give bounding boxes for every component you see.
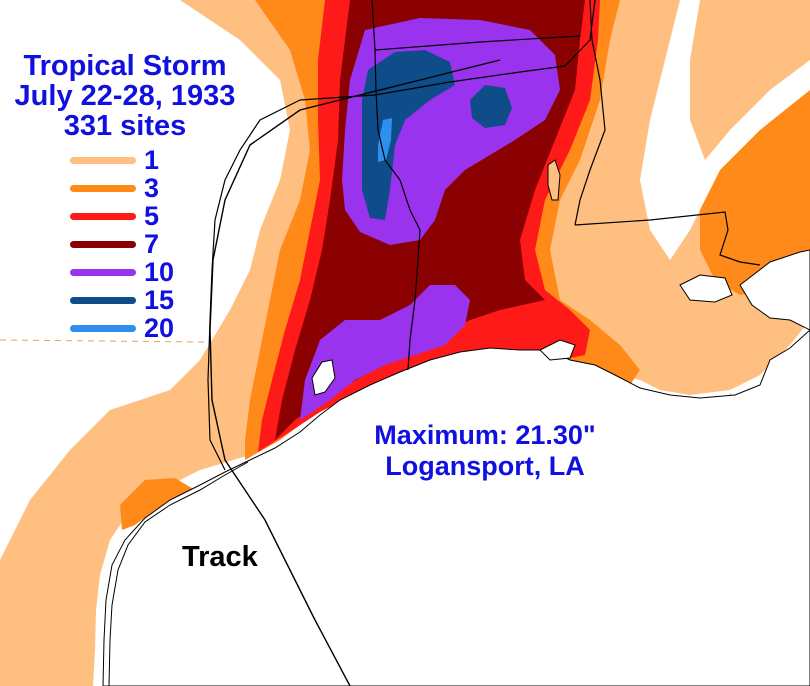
legend-label: 20 [144, 312, 175, 343]
contour-10-inch-south [300, 285, 470, 420]
contour-20-inch [378, 118, 392, 162]
legend-label: 3 [144, 172, 160, 203]
map-title-line-3: 331 sites [63, 110, 187, 142]
galveston-bay [311, 359, 336, 396]
contour-3-inch-south [120, 478, 195, 530]
contour-15-inch [362, 50, 455, 220]
legend-swatch [70, 184, 136, 192]
track-label: Track [182, 541, 258, 573]
legend-item: 20 [70, 312, 175, 343]
legend-item: 3 [70, 172, 160, 203]
legend-label: 15 [144, 284, 175, 315]
legend-swatch [70, 268, 136, 276]
storm-track-line [209, 59, 501, 686]
legend-swatch [70, 156, 136, 164]
sabine-coast [539, 339, 576, 361]
legend-item: 15 [70, 284, 175, 315]
contour-3-inch-east [700, 90, 810, 295]
delta-coast [739, 249, 810, 331]
legend-item: 5 [70, 200, 160, 231]
legend-label: 5 [144, 200, 160, 231]
legend-label: 7 [144, 228, 160, 259]
legend-swatch [70, 296, 136, 304]
contour-1-inch-east [690, 0, 810, 160]
lake-pontchartrain [679, 274, 733, 303]
gulf-water [102, 329, 810, 686]
coastal-lagoon [108, 461, 249, 686]
map-title-line-2: July 22-28, 1933 [14, 80, 236, 112]
legend-label: 1 [144, 144, 160, 175]
maximum-value-label: Maximum: 21.30" [374, 420, 596, 450]
legend-swatch [70, 212, 136, 220]
maximum-location-label: Logansport, LA [385, 451, 585, 481]
legend-label: 10 [144, 256, 175, 287]
legend-item: 7 [70, 228, 160, 259]
map-title-line-1: Tropical Storm [23, 50, 227, 82]
legend-item: 1 [70, 144, 160, 175]
legend-item: 10 [70, 256, 175, 287]
legend-swatch [70, 240, 136, 248]
east-lake [547, 159, 561, 201]
state-boundaries [207, 0, 761, 471]
contour-15-inch-east [470, 85, 512, 128]
legend-swatch [70, 324, 136, 332]
